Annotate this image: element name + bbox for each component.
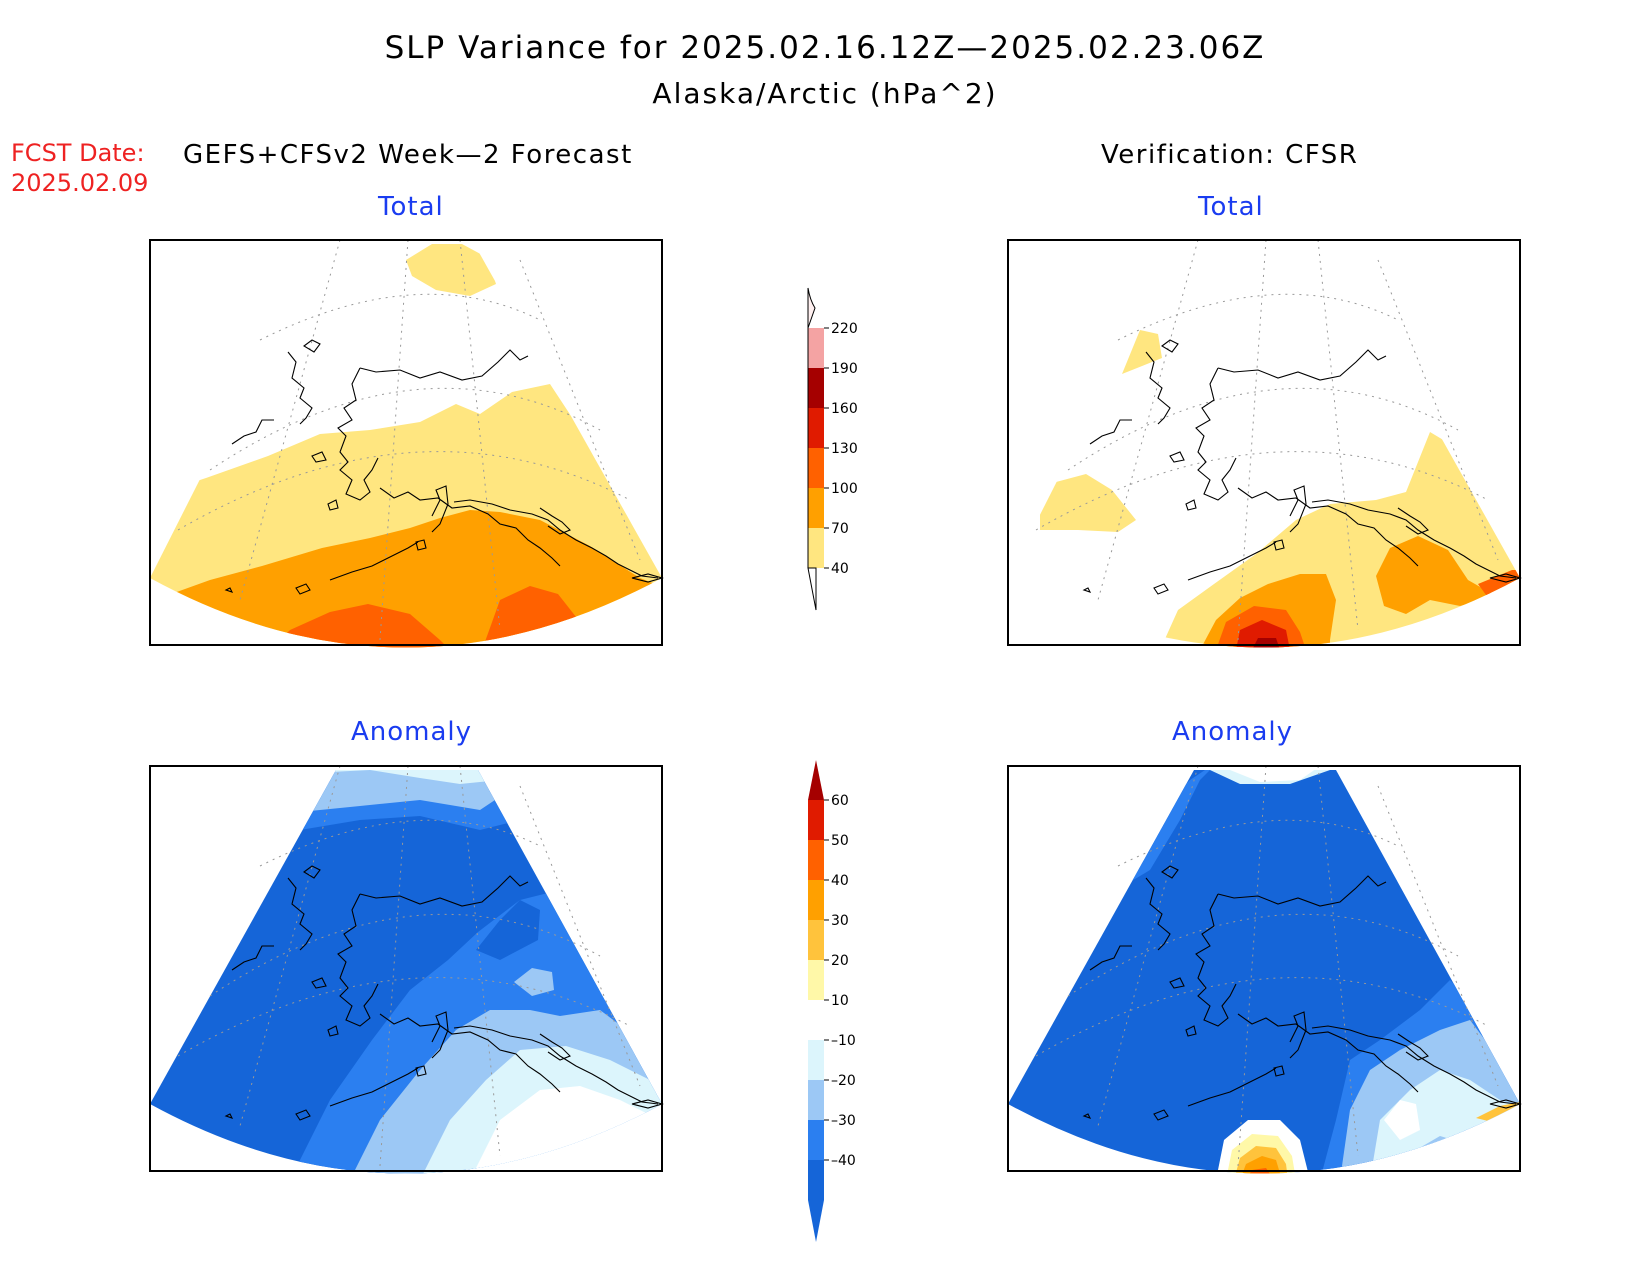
forecast-anomaly-map	[149, 765, 663, 1174]
anomaly-colorbar-label: –10	[831, 1033, 856, 1049]
total-colorbar-label: 190	[831, 361, 858, 377]
total-colorbar-label: 160	[831, 401, 858, 417]
anomaly-colorbar-label: 30	[831, 913, 849, 929]
forecast-total-title: Total	[378, 192, 444, 222]
anomaly-colorbar-label: –20	[831, 1073, 856, 1089]
verification-anomaly-map	[1007, 765, 1521, 1174]
figure-subtitle: Alaska/Arctic (hPa^2)	[652, 77, 998, 110]
fcst-date-block: FCST Date: 2025.02.09	[11, 138, 148, 198]
forecast-anomaly-title: Anomaly	[351, 717, 473, 747]
anomaly-colorbar-label: –40	[831, 1153, 856, 1169]
total-colorbar: 40 70 100 130 160 190 220	[807, 287, 858, 611]
total-colorbar-label: 40	[831, 561, 849, 577]
forecast-total-map	[149, 239, 663, 648]
total-colorbar-label: 130	[831, 441, 858, 457]
verification-heading: Verification: CFSR	[1101, 140, 1359, 170]
figure-title: SLP Variance for 2025.02.16.12Z—2025.02.…	[384, 30, 1266, 66]
forecast-heading: GEFS+CFSv2 Week—2 Forecast	[183, 140, 633, 170]
anomaly-colorbar: –40 –30 –20 –10 10 20 30 40 50 60	[808, 760, 856, 1242]
anomaly-colorbar-label: –30	[831, 1113, 856, 1129]
anomaly-colorbar-label: 40	[831, 873, 849, 889]
total-colorbar-label: 220	[831, 321, 858, 337]
anomaly-colorbar-label: 60	[831, 793, 849, 809]
verification-anomaly-title: Anomaly	[1172, 717, 1294, 747]
verification-total-title: Total	[1198, 192, 1264, 222]
total-colorbar-label: 70	[831, 521, 849, 537]
total-colorbar-label: 100	[831, 481, 858, 497]
anomaly-colorbar-label: 10	[831, 993, 849, 1009]
verification-total-map	[1007, 239, 1521, 648]
anomaly-colorbar-label: 50	[831, 833, 849, 849]
anomaly-colorbar-label: 20	[831, 953, 849, 969]
fcst-date-value: 2025.02.09	[11, 169, 149, 197]
fcst-date-label: FCST Date:	[11, 139, 145, 167]
